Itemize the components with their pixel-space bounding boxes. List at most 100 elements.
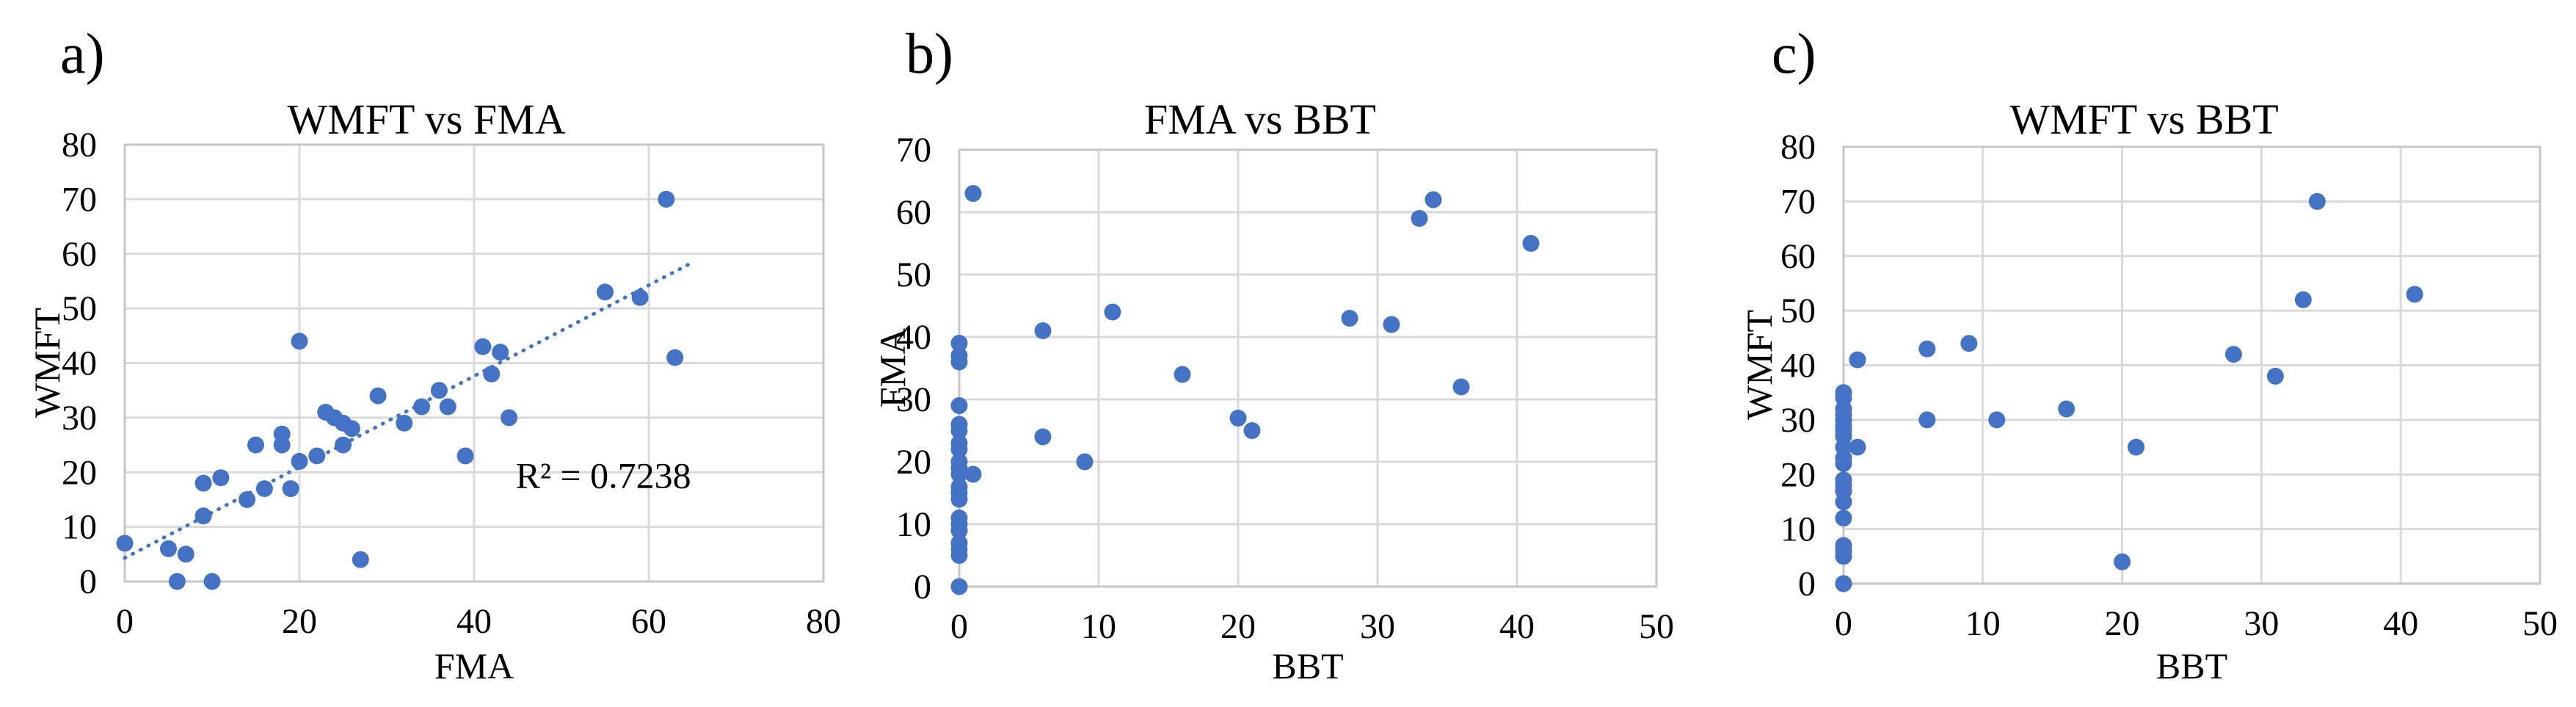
y-tick-label: 60 [1780, 237, 1816, 276]
scatter-plot-b: 0 10 20 30 40 50 60 70 0 10 20 30 40 50 [896, 131, 1674, 646]
data-point [1411, 210, 1428, 227]
panel-c: 0 10 20 30 40 50 60 70 80 0 10 20 30 40 50 c) WMFT vs … [1717, 0, 2576, 707]
y-tick-label: 70 [1780, 182, 1816, 221]
data-point [1918, 340, 1936, 358]
x-tick-label: 50 [2522, 604, 2558, 643]
y-tick-label: 20 [62, 453, 97, 492]
data-point [2128, 438, 2145, 456]
data-point [950, 478, 968, 496]
scatter-plot-a: R² = 0.7238 0 10 20 30 40 50 60 70 80 0 20 40 60 80 [62, 126, 841, 641]
data-point [2406, 286, 2423, 303]
data-point [950, 335, 968, 352]
data-point [239, 490, 256, 508]
y-tick-label: 10 [896, 505, 931, 544]
data-point [282, 480, 299, 498]
data-point [2294, 291, 2312, 308]
y-tick-label: 40 [1780, 347, 1816, 385]
data-point [950, 435, 968, 452]
data-point [456, 447, 474, 465]
x-tick-label: 0 [1835, 604, 1852, 643]
data-point [1034, 322, 1052, 339]
y-tick-label: 70 [62, 180, 97, 219]
x-axis-title-a: FMA [434, 645, 514, 686]
data-point [1243, 422, 1261, 439]
x-tick-label: 10 [1965, 604, 2001, 643]
data-point [352, 551, 369, 568]
x-tick-label: 20 [282, 602, 317, 641]
data-point [335, 436, 352, 454]
data-point [273, 425, 291, 443]
data-point [950, 578, 968, 595]
x-tick-label: 30 [2244, 604, 2279, 643]
y-axis-title-c: WMFT [1739, 310, 1780, 420]
data-point [194, 474, 212, 492]
panel-label-b: b) [906, 21, 953, 85]
panel-a: R² = 0.7238 0 10 20 30 40 50 60 70 80 0 20 40 60 80 a)… [0, 0, 859, 707]
x-tick-label: 20 [2105, 604, 2140, 643]
y-tick-label: 30 [896, 380, 931, 419]
data-point [1835, 575, 1852, 592]
data-point [308, 447, 326, 465]
data-point [1229, 410, 1247, 427]
y-tick-label: 20 [1780, 455, 1816, 494]
y-tick-label: 80 [62, 126, 97, 164]
panel-label-a: a) [60, 21, 105, 85]
data-point [964, 465, 982, 483]
y-tick-label: 30 [62, 399, 97, 438]
y-tick-label: 60 [896, 193, 931, 232]
x-axis-title-c: BBT [2155, 645, 2228, 686]
data-point [1383, 316, 1400, 333]
data-point [658, 190, 675, 208]
data-point [1452, 378, 1470, 396]
x-tick-label: 50 [1639, 607, 1674, 646]
x-tick-label: 10 [1081, 607, 1116, 646]
data-point [483, 365, 501, 382]
plot-border [958, 148, 1658, 588]
data-point [1835, 471, 1852, 489]
y-tick-label: 60 [62, 235, 97, 274]
data-point [1174, 366, 1191, 383]
data-point [396, 414, 413, 432]
x-tick-label: 40 [456, 602, 492, 641]
data-point [291, 333, 308, 350]
data-point [631, 289, 649, 306]
x-tick-label: 0 [950, 607, 968, 646]
scatter-plot-c: 0 10 20 30 40 50 60 70 80 0 10 20 30 40 50 [1780, 128, 2558, 643]
data-point [950, 416, 968, 433]
x-tick-label: 0 [116, 602, 134, 641]
data-point [291, 452, 308, 470]
data-point [1960, 335, 1978, 352]
x-axis-title-b: BBT [1272, 645, 1344, 686]
x-tick-label: 60 [631, 602, 666, 641]
data-point [177, 545, 194, 563]
data-point [1918, 411, 1936, 429]
data-point [597, 283, 614, 301]
data-point [1835, 384, 1852, 402]
panel-b: 0 10 20 30 40 50 60 70 0 10 20 30 40 50 b) FMA vs BBT… [859, 0, 1717, 707]
data-point [1835, 537, 1852, 554]
data-point [168, 573, 186, 590]
chart-title-b: FMA vs BBT [1144, 95, 1376, 143]
data-point [255, 480, 273, 498]
y-tick-label: 50 [1780, 291, 1816, 330]
y-tick-label: 10 [62, 508, 97, 547]
data-point [501, 409, 518, 427]
data-point [1849, 438, 1866, 456]
data-point [430, 382, 448, 399]
data-point [1522, 235, 1540, 252]
data-point [247, 436, 264, 454]
plot-border [1842, 145, 2542, 585]
data-point [2266, 367, 2284, 385]
x-tick-label: 40 [2383, 604, 2418, 643]
y-tick-label: 0 [914, 568, 931, 606]
y-tick-label: 10 [1780, 510, 1816, 549]
data-point [1425, 191, 1442, 209]
data-point [212, 469, 230, 487]
panel-label-c: c) [1772, 21, 1816, 85]
y-tick-label: 20 [896, 443, 931, 482]
data-point [116, 534, 134, 552]
r-squared-label: R² = 0.7238 [516, 455, 691, 496]
data-point [203, 573, 221, 590]
data-point [666, 349, 684, 366]
